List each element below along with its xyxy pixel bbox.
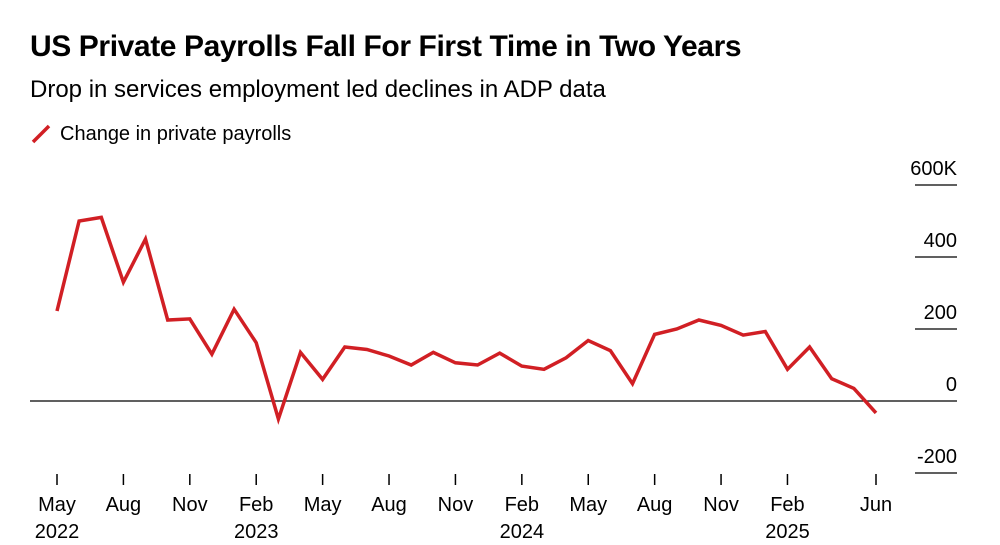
y-tick-label: -200 bbox=[917, 446, 957, 468]
x-tick-label: Feb bbox=[239, 494, 273, 516]
legend-label: Change in private payrolls bbox=[60, 122, 292, 145]
y-tick-label: 600K bbox=[910, 158, 957, 180]
x-tick-label: Nov bbox=[438, 494, 474, 516]
x-tick-year-label: 2022 bbox=[35, 521, 80, 543]
legend-swatch-line bbox=[31, 124, 51, 144]
x-tick-year-label: 2023 bbox=[234, 521, 279, 543]
chart-title: US Private Payrolls Fall For First Time … bbox=[30, 30, 742, 63]
x-tick-label: Nov bbox=[172, 494, 208, 516]
x-tick-label: Nov bbox=[703, 494, 739, 516]
x-tick-label: May bbox=[304, 494, 342, 516]
x-tick-label: Jun bbox=[860, 494, 892, 516]
legend-line-icon bbox=[31, 124, 51, 144]
x-tick-year-label: 2024 bbox=[500, 521, 545, 543]
y-tick-label: 0 bbox=[946, 374, 957, 396]
x-tick-label: Aug bbox=[637, 494, 673, 516]
x-tick-label: Feb bbox=[505, 494, 539, 516]
x-tick-label: May bbox=[38, 494, 76, 516]
x-tick-label: Feb bbox=[770, 494, 804, 516]
x-tick-label: Aug bbox=[371, 494, 407, 516]
series-line-0 bbox=[55, 215, 878, 425]
chart-subtitle: Drop in services employment led declines… bbox=[30, 76, 606, 103]
x-tick-year-label: 2025 bbox=[765, 521, 810, 543]
x-tick-label: Aug bbox=[106, 494, 142, 516]
legend: Change in private payrolls bbox=[30, 120, 291, 148]
y-tick-label: 400 bbox=[924, 230, 957, 252]
x-tick-label: May bbox=[569, 494, 607, 516]
y-tick-label: 200 bbox=[924, 302, 957, 324]
